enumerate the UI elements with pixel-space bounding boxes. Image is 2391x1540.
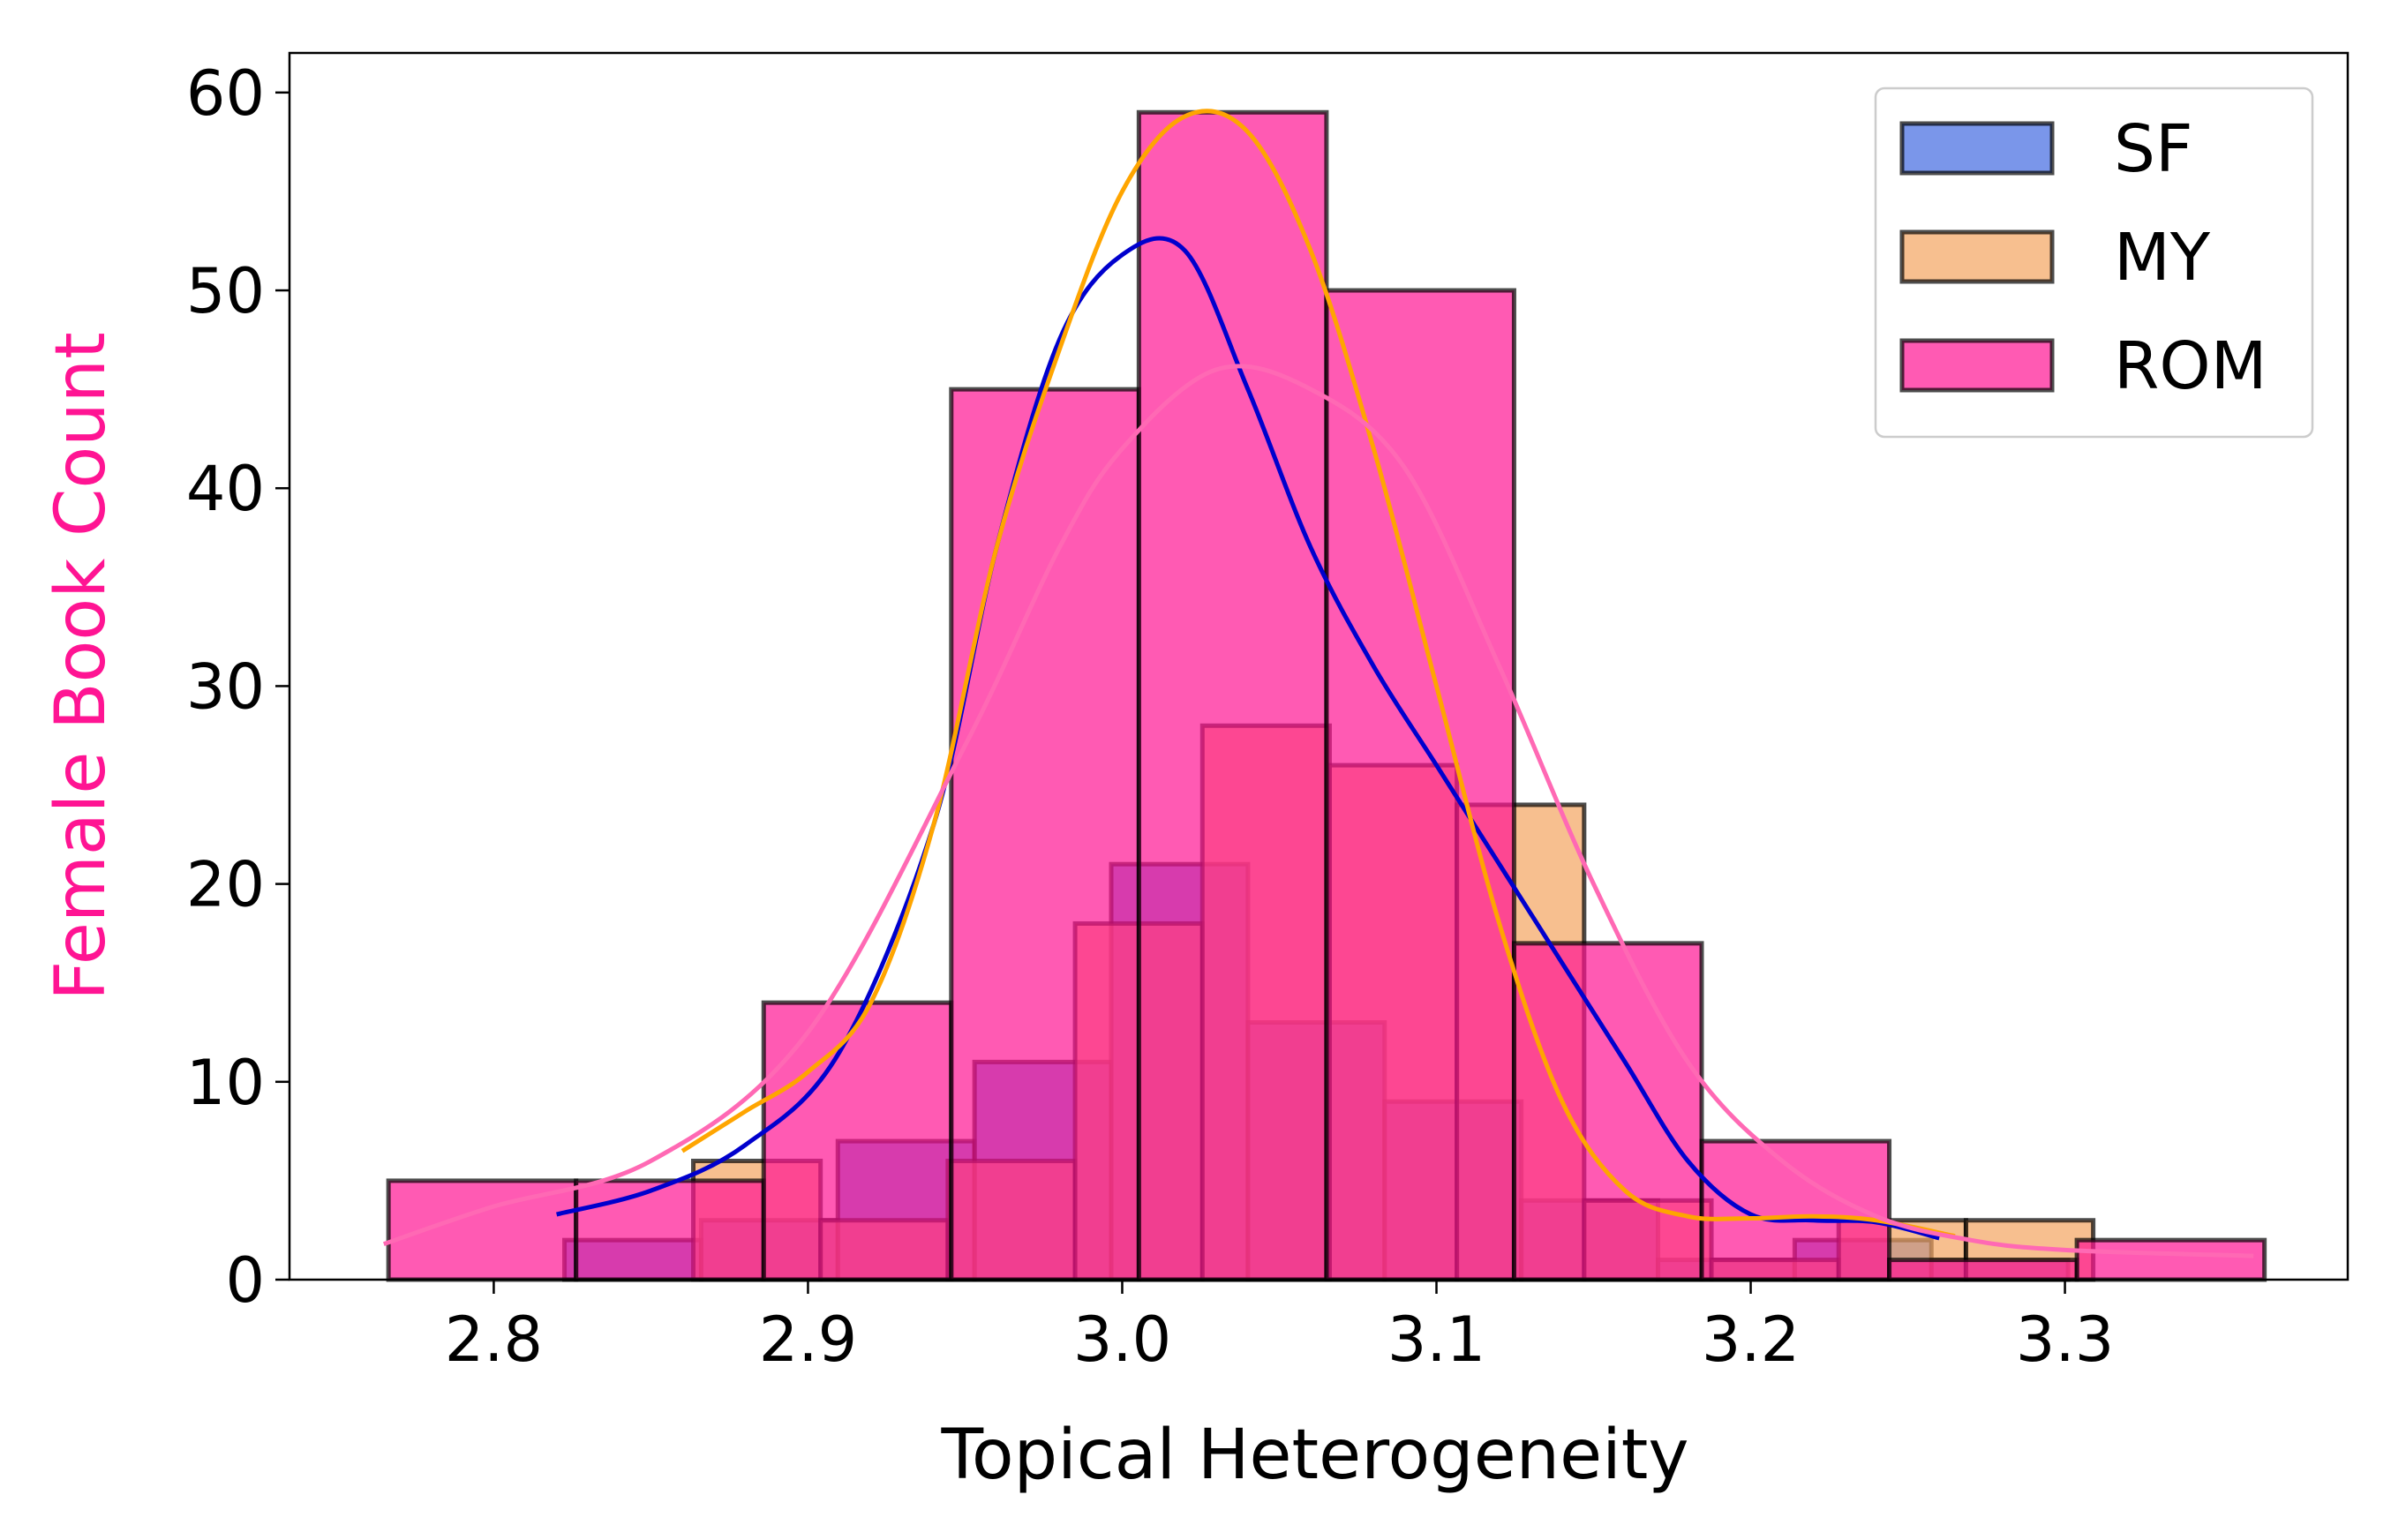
y-axis-ticks: 0 10 20 30 40 50 60 [186,57,289,1317]
y-tick-label: 10 [186,1047,265,1119]
y-tick-label: 20 [186,849,265,921]
bar-rom-2 [761,1000,954,1282]
x-tick-label: 3.0 [1073,1303,1171,1376]
x-tick-label: 2.9 [759,1303,857,1376]
x-axis-ticks: 2.8 2.9 3.0 3.1 3.2 3.3 [445,1280,2114,1376]
bar-rom-1 [574,1178,766,1282]
bar-rom-6 [1511,941,1704,1282]
legend-label-sf: SF [2114,111,2193,187]
bar-rom-3 [949,387,1141,1282]
bar-rom-5 [1324,288,1516,1282]
y-tick-label: 60 [186,57,265,130]
y-tick-label: 0 [225,1244,265,1317]
bar-rom-8 [1887,1258,2079,1282]
y-tick-label: 30 [186,650,265,723]
x-tick-label: 3.2 [1702,1303,1800,1376]
bar-rom-4 [1136,109,1329,1282]
legend-swatch-my [1899,229,2055,284]
kde-line-my [680,109,1956,1239]
x-tick-label: 2.8 [445,1303,543,1376]
legend: SF MY ROM [1874,86,2314,439]
kde-curves [383,109,2254,1258]
x-axis-label: Topical Heterogeneity [940,1416,1688,1495]
x-tick-label: 3.3 [2016,1303,2114,1376]
y-tick-label: 50 [186,255,265,327]
y-axis-label: Female Book Count [41,332,121,1000]
y-tick-label: 40 [186,453,265,525]
legend-label-my: MY [2114,220,2211,296]
kde-line-rom [383,364,2254,1258]
legend-swatch-rom [1899,338,2055,393]
x-tick-label: 3.1 [1387,1303,1485,1376]
legend-label-rom: ROM [2114,328,2267,404]
bar-rom-9 [2074,1237,2267,1282]
kde-line-sf [556,236,1940,1241]
legend-swatch-sf [1899,121,2055,176]
histogram-bars [386,109,2267,1282]
plot-frame [288,51,2350,1281]
